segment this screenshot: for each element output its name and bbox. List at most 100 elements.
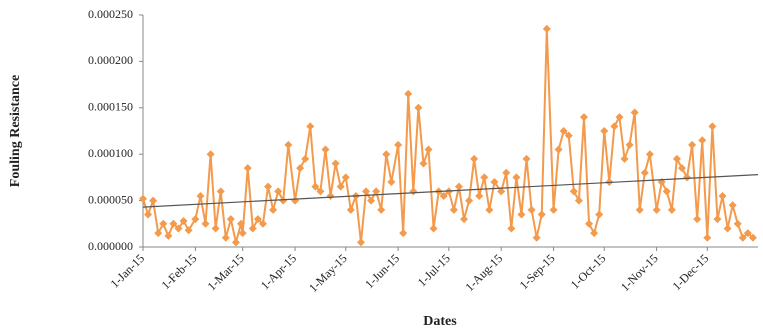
data-point [620, 154, 629, 163]
data-point [164, 231, 173, 240]
data-point [382, 150, 391, 159]
x-tick-label: 1-Nov-15 [618, 251, 661, 294]
data-point [243, 164, 252, 173]
data-point [346, 205, 355, 214]
data-point [149, 196, 158, 205]
data-point [326, 191, 335, 200]
data-point [713, 215, 722, 224]
trend-line [142, 174, 759, 208]
data-point [522, 154, 531, 163]
data-point [306, 122, 315, 131]
data-point [429, 224, 438, 233]
data-point [316, 187, 325, 196]
data-point [490, 178, 499, 187]
data-point [480, 173, 489, 182]
data-point [253, 215, 262, 224]
data-point [502, 168, 511, 177]
data-point [683, 173, 692, 182]
data-point [311, 182, 320, 191]
data-point [331, 159, 340, 168]
data-point [144, 210, 153, 219]
data-point [238, 229, 247, 238]
data-point [449, 205, 458, 214]
data-point [625, 140, 634, 149]
data-point [470, 154, 479, 163]
data-point [387, 178, 396, 187]
y-axis-title: Fouling Resistance [8, 75, 23, 187]
data-point [662, 187, 671, 196]
data-point [372, 187, 381, 196]
data-point [248, 224, 257, 233]
data-point [574, 196, 583, 205]
data-point [460, 215, 469, 224]
data-point [507, 224, 516, 233]
data-point [559, 127, 568, 135]
data-point [652, 205, 661, 214]
data-point [569, 187, 578, 196]
data-point [718, 191, 727, 200]
data-point [590, 229, 599, 238]
y-tick-label: 0.000200 [88, 53, 133, 67]
data-point [527, 205, 536, 214]
data-point [723, 224, 732, 233]
data-point [748, 233, 757, 242]
data-point [291, 196, 300, 205]
data-point [640, 168, 649, 177]
data-point [738, 233, 747, 242]
data-point [139, 194, 147, 203]
data-point [394, 140, 403, 149]
data-point [630, 108, 639, 117]
data-point [517, 210, 526, 219]
x-tick-label: 1-Dec-15 [669, 251, 711, 293]
data-point [196, 191, 205, 200]
data-point [585, 219, 594, 228]
data-point [728, 201, 737, 210]
y-tick-label: 0.000000 [88, 239, 133, 253]
data-point [258, 219, 267, 228]
data-point [610, 122, 619, 131]
y-tick-label: 0.000100 [88, 146, 133, 160]
data-point [542, 24, 551, 33]
data-point [693, 215, 702, 224]
data-point [362, 187, 371, 196]
data-point [211, 224, 220, 233]
x-tick-label: 1-Sep-15 [517, 251, 558, 292]
data-point [497, 187, 506, 196]
data-point [475, 191, 484, 200]
data-point [672, 154, 681, 163]
data-point [191, 215, 200, 224]
data-point [549, 205, 558, 214]
data-point [743, 229, 752, 238]
data-point [414, 103, 423, 112]
x-tick-label: 1-Oct-15 [568, 251, 609, 292]
data-point [296, 164, 305, 173]
data-point [595, 210, 604, 219]
x-tick-label: 1-May-15 [306, 251, 350, 295]
data-point [708, 122, 717, 131]
data-point [645, 150, 654, 159]
data-point [512, 173, 521, 182]
x-tick-label: 1-Feb-15 [158, 251, 199, 292]
data-point [184, 226, 193, 235]
x-tick-label: 1-Jan-15 [107, 251, 147, 291]
data-point [404, 89, 413, 98]
data-point [236, 219, 245, 228]
data-point [677, 164, 686, 173]
data-point [733, 219, 742, 228]
data-point [231, 238, 240, 247]
data-point [615, 113, 624, 122]
x-tick-label: 1-Aug-15 [462, 251, 505, 294]
data-point [201, 219, 210, 228]
data-point [264, 182, 273, 191]
x-tick-label: 1-Jun-15 [362, 251, 402, 291]
data-point [169, 219, 178, 228]
data-point [336, 182, 345, 191]
series-line [142, 28, 754, 243]
data-point [532, 233, 541, 242]
data-point [301, 154, 310, 163]
data-point [688, 140, 697, 149]
data-point [635, 205, 644, 214]
data-point [154, 229, 163, 238]
